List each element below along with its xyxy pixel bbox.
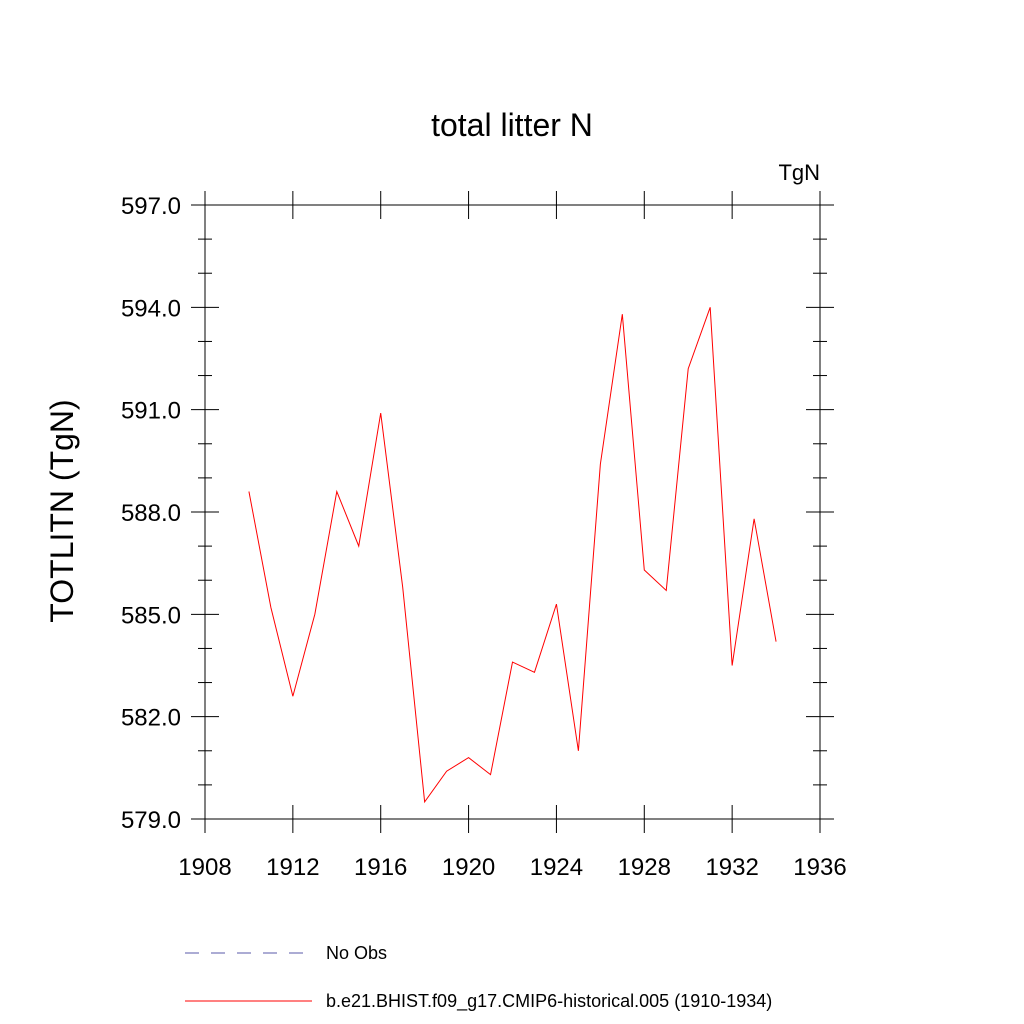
plot-frame xyxy=(204,204,821,820)
x-tick-label: 1932 xyxy=(705,854,758,881)
y-tick-label: 591.0 xyxy=(121,398,181,425)
y-axis-label: TOTLITN (TgN) xyxy=(44,399,80,622)
legend-label: b.e21.BHIST.f09_g17.CMIP6-historical.005… xyxy=(326,991,772,1012)
legend-label: No Obs xyxy=(326,943,387,963)
units-label: TgN xyxy=(778,160,820,185)
y-tick-label: 585.0 xyxy=(121,602,181,629)
y-tick-label: 594.0 xyxy=(121,295,181,322)
x-tick-label: 1928 xyxy=(618,854,671,881)
chart-title: total litter N xyxy=(431,107,593,143)
x-tick-label: 1936 xyxy=(793,854,846,881)
y-tick-label: 597.0 xyxy=(121,193,181,220)
y-tick-label: 588.0 xyxy=(121,500,181,527)
series-line-1 xyxy=(248,307,777,804)
legend: No Obs b.e21.BHIST.f09_g17.CMIP6-historic… xyxy=(185,943,772,1012)
y-tick-label: 579.0 xyxy=(121,807,181,834)
x-tick-label: 1924 xyxy=(530,854,583,881)
axes: 1908 1912 1916 1920 1924 1928 1932 1936 579.0 582… xyxy=(121,191,847,881)
x-tick-label: 1916 xyxy=(354,854,407,881)
x-tick-label: 1920 xyxy=(442,854,495,881)
x-tick-label: 1908 xyxy=(178,854,231,881)
plot-area xyxy=(248,307,777,804)
y-tick-label: 582.0 xyxy=(121,705,181,732)
x-tick-label: 1912 xyxy=(266,854,319,881)
